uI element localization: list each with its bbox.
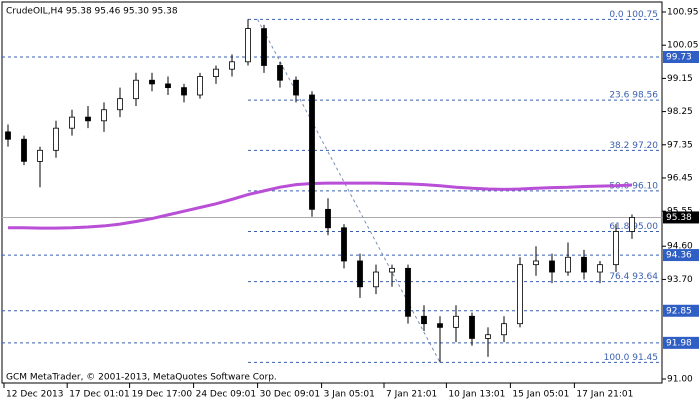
y-tick-label: 97.35 [667,140,693,150]
x-tick-label: 17 Jan 21:01 [576,390,633,400]
fib-label: 0.0 100.75 [609,10,658,20]
candle-body [581,256,587,273]
x-tick-label: 17 Dec 01:01 [69,390,130,400]
candle-body [165,83,171,89]
price-box [663,211,699,224]
candle-body [501,323,507,336]
y-tick-label: 99.15 [667,74,693,84]
candle-body [565,256,571,273]
candle-body [133,79,139,100]
candle-body [549,260,555,273]
candle-body [629,217,635,232]
level-label: 94.36 [666,251,692,261]
candle-body [85,116,91,122]
candle-body [261,28,267,66]
chart-title: CrudeOIL,H4 95.38 95.46 95.30 95.38 [6,7,178,17]
candle-body [197,76,203,96]
plot-frame [1,1,663,384]
level-label: 99.73 [666,52,692,62]
level-box [663,336,699,349]
candle-body [21,138,27,162]
candle-body [245,28,251,63]
level-box [663,304,699,317]
candle-body [341,227,347,262]
candle-body [37,149,43,162]
candle-body [469,315,475,339]
candle-body [597,264,603,273]
candle-body [149,79,155,85]
candle-body [309,94,315,210]
candle-body [421,315,427,325]
y-tick-label: 96.45 [667,173,693,183]
candle-body [517,264,523,325]
candle-body [405,267,411,317]
x-tick-label: 7 Jan 21:01 [386,390,437,400]
candle-body [117,98,123,111]
candle-body [101,109,107,122]
x-tick-label: 15 Jan 05:01 [512,390,569,400]
y-tick-label: 94.60 [667,242,693,252]
fib-label: 50.0 96.10 [609,181,658,191]
candle-body [213,68,219,77]
y-tick-label: 91.00 [667,375,693,385]
fib-label: 100.0 91.45 [604,353,658,363]
candle-body [613,231,619,266]
x-tick-label: 12 Dec 2013 [6,390,64,400]
fib-label: 76.4 93.64 [609,272,658,282]
x-tick-label: 3 Jan 05:01 [324,390,375,400]
candle-body [5,131,11,140]
y-tick-label: 100.05 [667,41,699,51]
x-tick-label: 30 Dec 09:01 [260,390,321,400]
candle-body [325,208,331,229]
level-label: 92.85 [666,306,692,316]
level-label: 91.98 [666,338,692,348]
candle-body [357,260,363,288]
candle-body [373,271,379,288]
x-tick-label: 10 Jan 13:01 [448,390,505,400]
y-tick-label: 98.25 [667,107,693,117]
candle-body [229,61,235,70]
candle-body [181,87,187,96]
y-tick-label: 100.95 [667,8,699,18]
candle-body [69,116,75,129]
x-tick-label: 24 Dec 09:01 [196,390,257,400]
price-label: 95.38 [666,213,692,223]
candle-body [533,260,539,266]
level-box [663,249,699,262]
candle-body [293,79,299,96]
candle-body [453,315,459,328]
footer: GCM MetaTrader, © 2001-2013, MetaQuotes … [6,373,277,383]
fib-label: 38.2 97.20 [609,141,658,151]
candle-body [437,323,443,328]
fib-trend [257,19,441,363]
fib-label: 23.6 98.56 [609,91,658,101]
x-tick-label: 19 Dec 17:00 [132,390,193,400]
candle-body [277,65,283,81]
candle-body [53,127,59,151]
moving-average [8,181,633,230]
candle-body [485,334,491,339]
candle-body [389,267,395,273]
level-box [663,50,699,63]
y-tick-label: 93.70 [667,275,693,285]
